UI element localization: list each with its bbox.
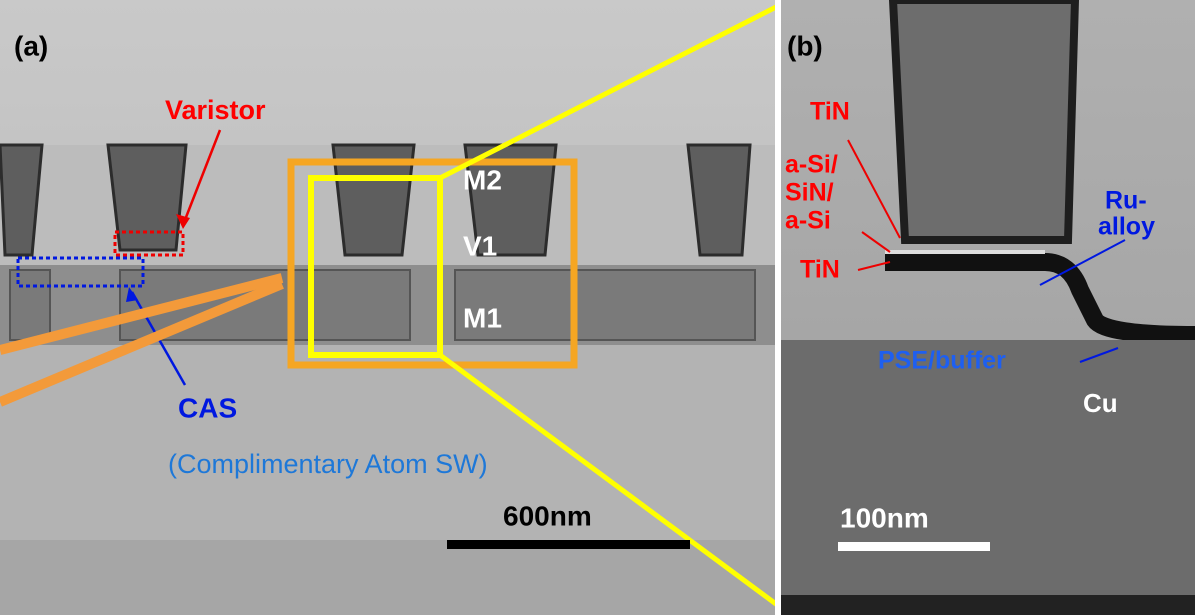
annotation: Ru- [1105, 187, 1147, 215]
panel-b: (b) TiN a-Si/ SiN/ a-Si TiN Ru- alloy PS… [781, 0, 1195, 615]
annotation: alloy [1098, 213, 1155, 241]
annotation: a-Si [785, 207, 831, 235]
panel-label: (a) [14, 30, 48, 61]
layer-label: M2 [463, 164, 502, 195]
annotation: CAS [178, 392, 237, 423]
m1-lines [10, 270, 755, 340]
via [108, 145, 186, 250]
scale-bar [447, 540, 690, 549]
cu-line [781, 340, 1195, 615]
figure: (a) Varistor M2 V1 M1 CAS (Complimentary… [0, 0, 1195, 615]
bottom-layer [0, 540, 775, 615]
scale-label: 600nm [503, 500, 592, 531]
via [893, 0, 1075, 240]
panel-a: (a) Varistor M2 V1 M1 CAS (Complimentary… [0, 0, 780, 615]
m1-line [10, 270, 50, 340]
annotation: TiN [810, 98, 850, 126]
layer-label: V1 [463, 230, 497, 261]
cu-bottom [781, 595, 1195, 615]
annotation: TiN [800, 256, 840, 284]
annotation: Varistor [165, 95, 266, 125]
panel-label: (b) [787, 30, 823, 61]
layer-label: M1 [463, 302, 502, 333]
via [688, 145, 750, 255]
page: {"panel_a": {"label": "(a)", "varistor":… [0, 0, 1195, 615]
scale-label: 100nm [840, 502, 929, 533]
panel-divider [775, 0, 781, 615]
annotation: a-Si/ [785, 151, 838, 179]
annotation: (Complimentary Atom SW) [168, 449, 488, 479]
annotation: PSE/buffer [878, 347, 1006, 375]
annotation: Cu [1083, 388, 1118, 418]
scale-bar [838, 542, 990, 551]
annotation: SiN/ [785, 179, 834, 207]
